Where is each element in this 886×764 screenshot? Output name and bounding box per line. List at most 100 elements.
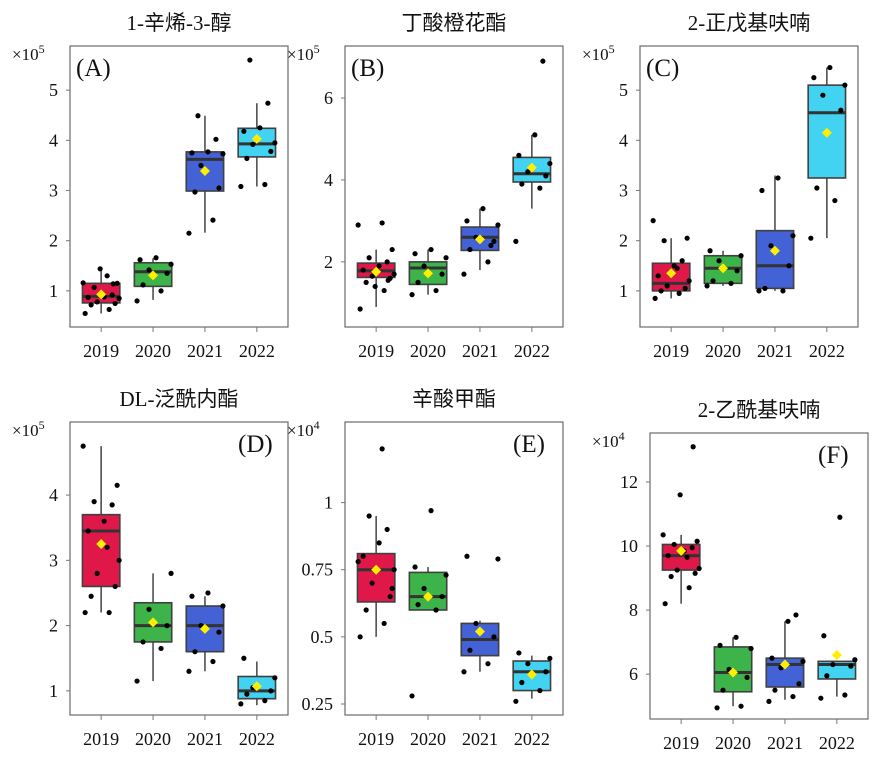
data-point-2019: [682, 285, 688, 291]
data-point-2019: [101, 518, 107, 524]
data-point-2019: [679, 258, 685, 264]
data-point-2021: [786, 263, 792, 269]
data-point-2019: [94, 299, 100, 305]
mean-marker-2020: [423, 591, 434, 602]
data-point-2019: [112, 300, 118, 307]
data-point-2022: [842, 82, 848, 88]
data-point-2022: [811, 75, 817, 81]
data-point-2020: [433, 287, 439, 294]
x-tick-label: 2020: [715, 733, 751, 753]
panel-d: DL-泛酰内酯 ×105 (D) 1 2 3 4 2019 2020 2021 2022: [12, 387, 289, 749]
x-tick-label: 2019: [358, 729, 394, 749]
data-point-2021: [186, 668, 192, 674]
data-point-2021: [189, 593, 195, 599]
data-point-2019: [80, 280, 86, 286]
data-point-2022: [257, 125, 263, 131]
data-point-2021: [790, 693, 796, 700]
y-tick-label: 3: [619, 181, 628, 201]
data-point-2021: [461, 669, 467, 675]
data-point-2022: [837, 514, 843, 520]
data-point-2019: [385, 277, 391, 283]
data-point-2022: [537, 185, 543, 191]
data-point-2022: [525, 169, 531, 175]
data-point-2022: [830, 661, 836, 668]
y-tick-label: 0.5: [311, 627, 334, 647]
data-point-2020: [428, 508, 434, 514]
data-point-2022: [272, 140, 278, 146]
data-point-2020: [168, 261, 174, 267]
data-point-2022: [543, 669, 549, 675]
data-point-2021: [768, 243, 774, 249]
data-point-2019: [82, 310, 88, 317]
data-point-2021: [205, 590, 211, 596]
data-point-2021: [491, 238, 497, 244]
data-point-2019: [114, 482, 120, 488]
data-point-2022: [808, 235, 814, 241]
mean-marker-2021: [769, 245, 780, 256]
data-point-2020: [707, 248, 713, 254]
x-tick-label: 2021: [757, 341, 793, 361]
data-point-2019: [658, 288, 664, 294]
data-point-2019: [91, 284, 97, 290]
y-tick-label: 1: [324, 493, 333, 513]
x-tick-label: 2021: [187, 729, 223, 749]
panel-title: 1-辛烯-3-醇: [127, 11, 232, 35]
data-point-2019: [369, 273, 375, 279]
data-point-2019: [360, 553, 366, 559]
axis-multiplier: ×104: [287, 418, 320, 440]
x-tick-label: 2019: [653, 341, 689, 361]
data-point-2019: [387, 593, 393, 600]
data-point-2021: [461, 271, 467, 277]
data-point-2019: [696, 565, 702, 572]
data-point-2022: [268, 148, 274, 154]
panel-letter: (A): [76, 55, 111, 82]
x-tick-label: 2019: [83, 729, 119, 749]
data-point-2020: [140, 639, 146, 645]
data-point-2019: [91, 499, 97, 505]
data-point-2021: [464, 218, 470, 224]
data-point-2022: [532, 132, 538, 138]
data-point-2021: [796, 681, 802, 687]
data-point-2022: [247, 57, 253, 63]
panel-b: 丁酸橙花酯 ×105 (B) 2 4 6 2019 2020 2021 2022: [287, 11, 564, 361]
data-point-2020: [412, 564, 418, 570]
data-point-2019: [109, 292, 115, 298]
mean-marker-2019: [371, 564, 382, 575]
data-point-2021: [775, 175, 781, 181]
data-point-2022: [241, 655, 247, 661]
data-point-2021: [220, 151, 226, 157]
data-point-2019: [384, 259, 390, 265]
data-point-2019: [677, 492, 683, 498]
data-point-2022: [513, 238, 519, 244]
multiplier-exponent: 4: [314, 418, 320, 432]
x-tick-label: 2021: [767, 733, 803, 753]
x-tick-label: 2021: [187, 341, 223, 361]
data-point-2020: [443, 255, 449, 261]
data-point-2020: [158, 645, 164, 652]
data-point-2019: [110, 281, 116, 287]
y-tick-label: 4: [49, 485, 58, 505]
data-point-2019: [671, 541, 677, 548]
data-point-2020: [421, 263, 427, 269]
data-point-2019: [650, 218, 656, 224]
data-point-2021: [189, 150, 195, 156]
data-point-2020: [409, 292, 415, 298]
mean-marker-2019: [371, 266, 382, 277]
data-point-2020: [439, 271, 445, 277]
y-tick-label: 1: [49, 281, 58, 301]
data-point-2019: [85, 294, 91, 300]
data-point-2019: [106, 306, 112, 313]
data-point-2022: [519, 679, 525, 686]
data-point-2022: [519, 181, 525, 187]
panel-title: 2-乙酰基呋喃: [698, 398, 821, 422]
data-point-2020: [428, 246, 434, 253]
panel-letter: (F): [818, 442, 849, 469]
box-2020: [408, 571, 448, 611]
y-tick-label: 3: [49, 550, 58, 570]
mean-marker-2020: [148, 617, 159, 628]
axis-multiplier: ×104: [592, 429, 625, 451]
data-point-2021: [220, 603, 226, 609]
mean-marker-2022: [831, 649, 842, 660]
data-point-2019: [692, 570, 698, 576]
data-point-2022: [814, 185, 820, 191]
